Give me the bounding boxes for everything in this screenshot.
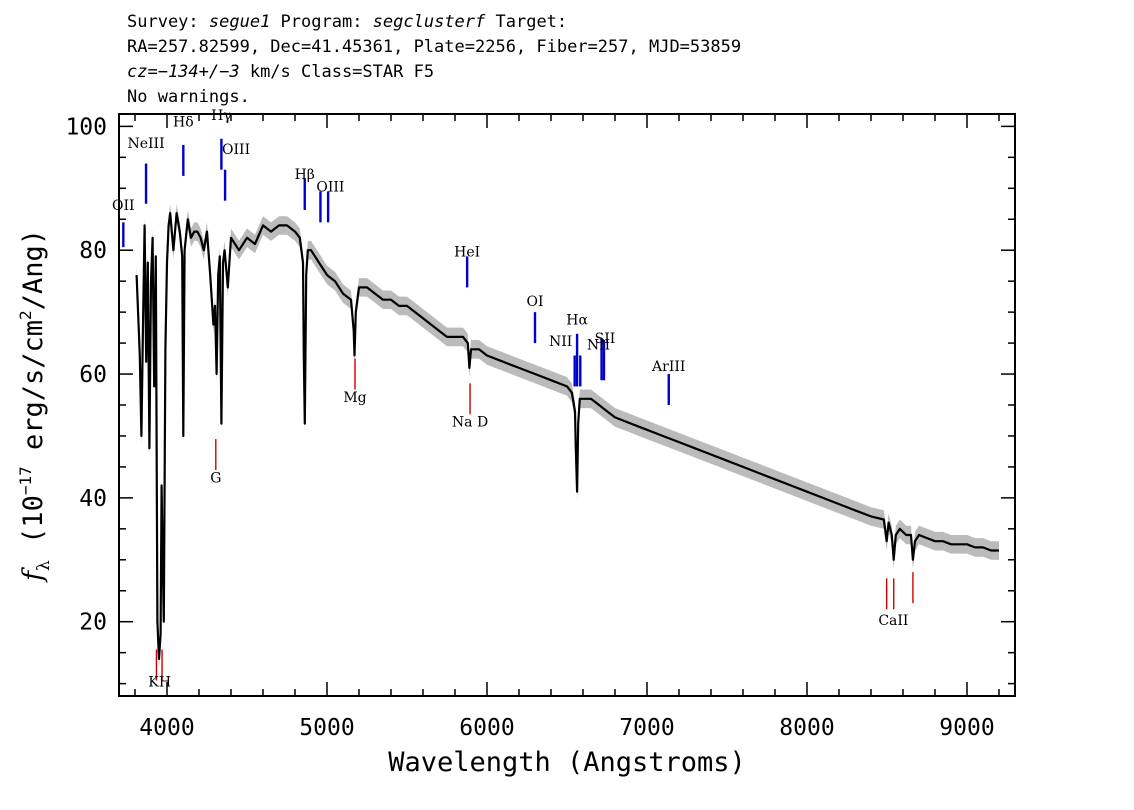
header-line-4: No warnings. xyxy=(127,87,250,107)
survey-value: segue1 xyxy=(208,12,271,32)
line-marker-label: HeI xyxy=(454,244,480,260)
x-axis-title: Wavelength (Angstroms) xyxy=(388,747,746,778)
line-marker-label: ArIII xyxy=(651,359,685,375)
target-label: Target: xyxy=(485,12,568,32)
line-marker-label: OIII xyxy=(222,142,250,158)
line-marker-label: H xyxy=(159,675,171,691)
y-axis-title: fλ (10−17 erg/s/cm2/Ang) xyxy=(16,229,54,583)
survey-label: Survey: xyxy=(127,12,209,32)
x-tick-label: 5000 xyxy=(299,715,354,741)
y-tick-label: 80 xyxy=(79,238,107,264)
axis-ticks xyxy=(119,114,1015,696)
header-line-1: Survey: segue1 Program: segclusterf Targ… xyxy=(127,12,567,32)
plot-frame xyxy=(118,113,1016,697)
y-tick-label: 100 xyxy=(65,114,107,140)
flux-layer xyxy=(135,212,999,660)
error-band xyxy=(136,203,1000,669)
line-marker-label: OII xyxy=(112,198,135,214)
tick-labels: 4000 5000 6000 7000 8000 9000 20 40 60 80 100 xyxy=(65,114,994,741)
line-marker-label: NII xyxy=(549,334,572,350)
y-tick-label: 60 xyxy=(79,362,107,388)
line-marker-label: CaII xyxy=(878,613,908,629)
line-marker-label: OI xyxy=(526,294,543,310)
flux-line xyxy=(135,212,999,660)
line-marker-label: Na D xyxy=(452,415,488,431)
line-marker-label: OIII xyxy=(316,179,344,195)
header-line-3: cz=−134+/−3 km/s Class=STAR F5 xyxy=(127,62,434,82)
header-line-2: RA=257.82599, Dec=41.45361, Plate=2256, … xyxy=(127,37,742,57)
x-tick-label: 9000 xyxy=(939,715,994,741)
x-tick-label: 8000 xyxy=(779,715,834,741)
x-tick-label: 7000 xyxy=(619,715,674,741)
line-marker-label: K xyxy=(148,675,159,691)
line-marker-label: Hγ xyxy=(211,108,232,124)
y-tick-label: 20 xyxy=(79,610,107,636)
x-tick-label: 4000 xyxy=(139,715,194,741)
redshift-value: cz=−134+/−3 xyxy=(127,62,240,82)
line-marker-label: Hδ xyxy=(173,114,194,130)
line-marker-label: Hβ xyxy=(295,167,315,183)
x-tick-label: 6000 xyxy=(459,715,514,741)
line-marker-label: NeIII xyxy=(127,136,164,152)
line-marker-label: Mg xyxy=(343,390,366,406)
y-tick-label: 40 xyxy=(79,486,107,512)
program-label: Program: xyxy=(270,12,373,32)
error-band-layer xyxy=(136,203,1000,669)
line-marker-label: SII xyxy=(595,331,616,347)
class-text: km/s Class=STAR F5 xyxy=(239,62,435,82)
line-marker-label: G xyxy=(210,470,221,486)
line-marker-label: Hα xyxy=(566,313,588,329)
program-value: segclusterf xyxy=(372,12,486,32)
